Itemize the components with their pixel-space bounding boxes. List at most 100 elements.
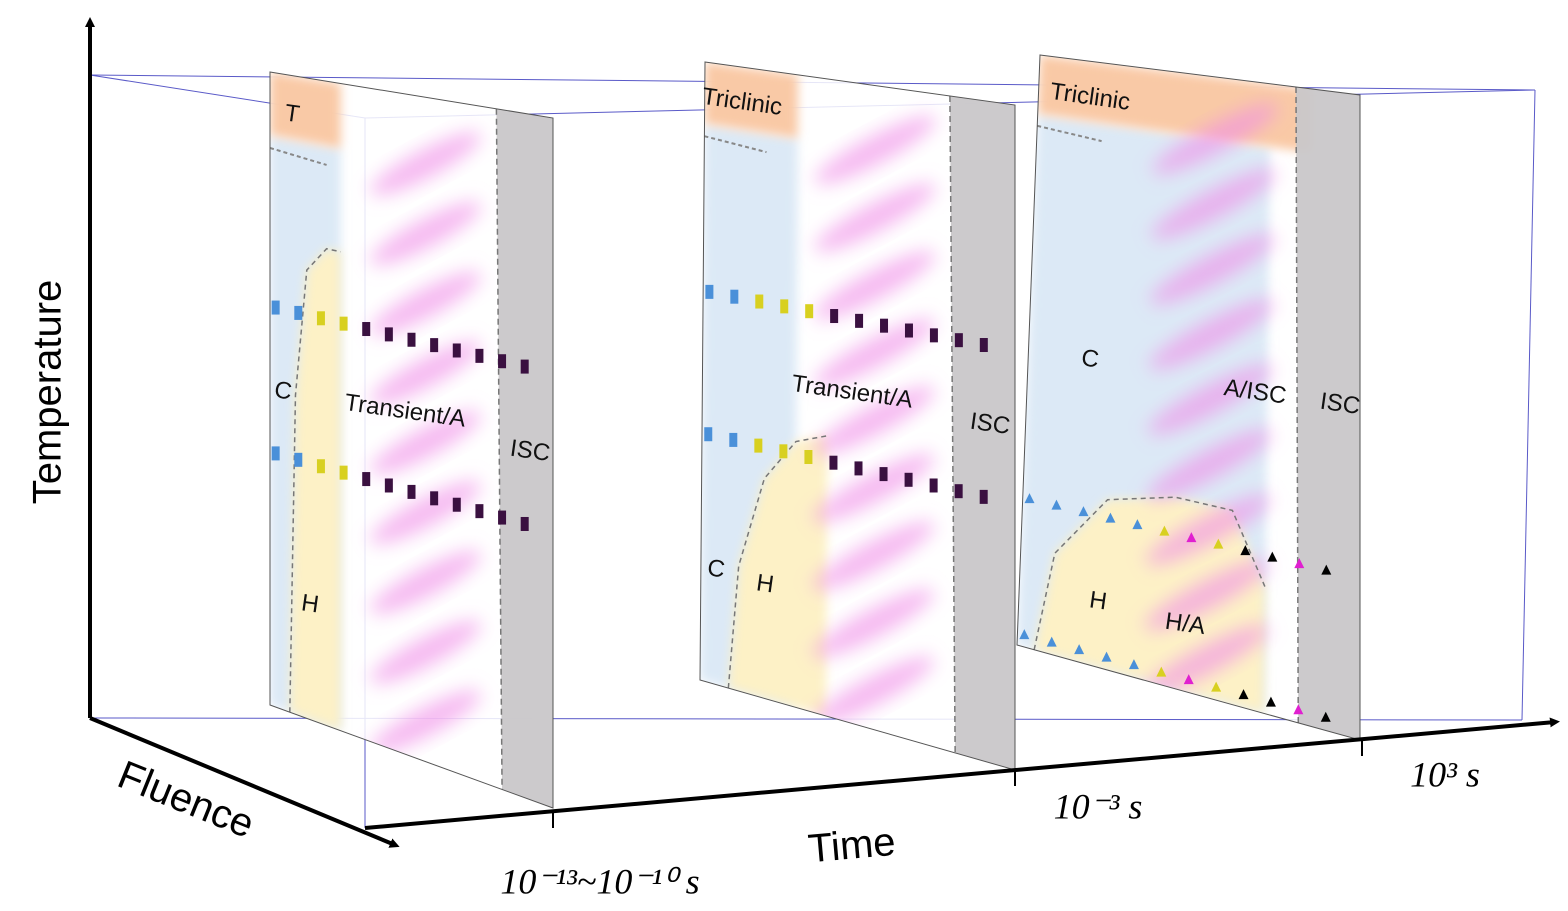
data-marker <box>1293 704 1304 715</box>
data-marker <box>929 328 938 343</box>
data-marker <box>475 504 484 519</box>
data-marker <box>954 484 963 499</box>
amorphous-stripe <box>1147 429 1273 500</box>
data-marker <box>1183 674 1194 685</box>
data-marker <box>316 459 325 474</box>
data-marker <box>1128 659 1139 670</box>
triclinic-region <box>704 62 798 139</box>
amorphous-stripe <box>1143 624 1269 696</box>
data-marker <box>362 472 371 487</box>
time-tick-label: 10⁻¹³~10⁻¹⁰ s <box>500 861 699 901</box>
data-marker <box>430 491 439 506</box>
amorphous-stripe <box>814 115 936 185</box>
time-tick-label: 10³ s <box>1410 754 1480 794</box>
amorphous-stripe <box>1149 299 1275 370</box>
phase-boundary <box>704 135 767 154</box>
phase-boundary <box>289 247 341 713</box>
phase-boundary <box>1295 86 1300 723</box>
data-marker <box>1294 558 1305 569</box>
data-marker <box>1186 532 1197 543</box>
axes <box>85 17 1560 848</box>
phase-label: C <box>273 376 294 405</box>
z-axis-label: Fluence <box>112 753 260 847</box>
fluence-axis <box>89 716 400 848</box>
data-marker <box>879 467 888 482</box>
x-axis-label: Time <box>806 820 897 871</box>
phase-label: H <box>755 569 776 598</box>
data-marker <box>294 452 303 467</box>
amorphous-stripe <box>1145 494 1271 566</box>
data-marker <box>1019 629 1030 640</box>
amorphous-stripe <box>813 318 936 388</box>
data-marker <box>520 516 529 531</box>
data-marker <box>1078 506 1089 517</box>
phase-label: C <box>706 554 727 583</box>
data-marker <box>779 444 788 459</box>
amorphous-stripe <box>814 250 936 320</box>
data-marker <box>520 359 529 374</box>
data-marker <box>830 309 839 324</box>
amorphous-stripe <box>370 131 482 196</box>
data-marker <box>384 478 393 493</box>
data-marker <box>1321 564 1332 575</box>
data-marker <box>1046 636 1057 647</box>
y-axis-label: Temperature <box>26 280 70 505</box>
data-marker <box>475 348 484 363</box>
data-marker <box>929 478 938 493</box>
data-marker <box>1024 493 1035 504</box>
amorphous-stripe <box>813 453 935 523</box>
data-marker <box>498 354 507 369</box>
amorphous-stripe <box>370 690 482 754</box>
data-marker <box>271 300 280 315</box>
data-marker <box>755 294 764 309</box>
data-marker <box>954 333 963 348</box>
amorphous-stripe <box>814 183 936 252</box>
data-marker <box>452 343 461 358</box>
data-marker <box>805 304 814 319</box>
data-marker <box>362 322 371 337</box>
data-marker <box>1238 689 1249 700</box>
data-marker <box>1265 696 1276 707</box>
data-marker <box>1156 666 1167 677</box>
amorphous-stripe <box>813 521 935 590</box>
data-marker <box>1051 499 1062 510</box>
isc-region <box>1296 87 1360 740</box>
data-marker <box>316 311 325 326</box>
data-marker <box>705 284 714 299</box>
panel-content <box>700 62 1015 770</box>
data-marker <box>1240 545 1251 556</box>
isc-region <box>496 108 553 808</box>
data-marker <box>904 323 913 338</box>
time-tick-label: 10⁻³ s <box>1054 786 1143 826</box>
phase-boundary <box>270 147 327 166</box>
phase-label: H/A <box>1163 608 1206 640</box>
phase-boundary <box>1033 496 1266 650</box>
amorphous-stripe <box>1150 233 1276 305</box>
data-marker <box>407 484 416 499</box>
amorphous-stripe <box>370 201 482 266</box>
phase-label: H <box>300 589 321 618</box>
phase-label: ISC <box>1318 388 1361 420</box>
data-marker <box>294 305 303 320</box>
hexagonal-region <box>728 435 828 716</box>
data-marker <box>880 318 889 333</box>
data-marker <box>430 338 439 353</box>
data-marker <box>498 510 507 525</box>
phase-label: C <box>1080 344 1101 373</box>
amorphous-stripe <box>370 550 482 615</box>
data-marker <box>271 446 280 461</box>
amorphous-stripe <box>370 620 482 684</box>
data-marker <box>979 489 988 504</box>
hexagonal-region <box>289 248 341 731</box>
data-marker <box>1074 644 1085 655</box>
amorphous-stripe <box>813 588 935 658</box>
data-marker <box>1105 512 1116 523</box>
triclinic-region <box>270 72 341 149</box>
data-marker <box>1132 519 1143 530</box>
data-marker <box>1101 651 1112 662</box>
data-marker <box>780 299 789 314</box>
